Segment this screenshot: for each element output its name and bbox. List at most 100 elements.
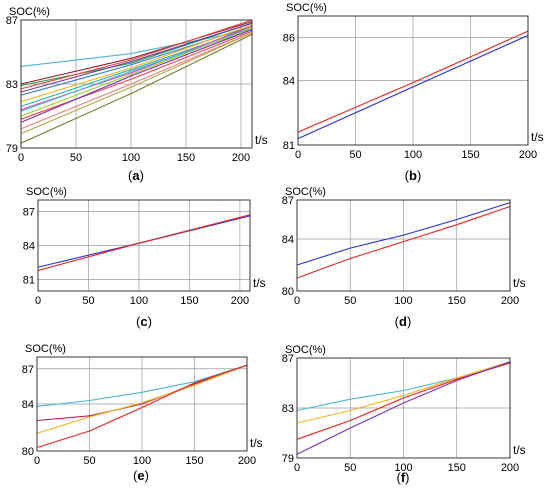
- x-axis-label: t/s: [255, 133, 268, 147]
- plot-frame: [37, 199, 251, 292]
- y-tick-label: 80: [22, 446, 34, 458]
- x-tick-label: 100: [404, 149, 422, 161]
- series-line: [20, 24, 253, 103]
- y-tick-label: 81: [283, 140, 295, 152]
- y-tick-label: 84: [23, 241, 35, 253]
- x-tick-label: 50: [70, 152, 82, 164]
- y-tick-label: 79: [282, 453, 294, 465]
- x-tick-label: 50: [344, 295, 356, 307]
- x-tick-label: 150: [448, 462, 466, 474]
- x-tick-label: 200: [231, 295, 249, 307]
- panel-caption: (d): [395, 314, 412, 329]
- y-tick-label: 83: [282, 403, 294, 415]
- chart-panel-b: 0 50 100 150 200 81 84 86 SOC(%) t/s (b): [283, 2, 544, 183]
- series-line: [20, 27, 253, 117]
- y-tick-label: 84: [22, 399, 34, 411]
- x-tick-label: 200: [501, 295, 519, 307]
- x-tick-label: 150: [185, 455, 203, 467]
- chart-panel-e: 0 50 100 150 200 80 84 87 SOC(%) t/s (e): [22, 343, 263, 483]
- series-line: [297, 34, 529, 140]
- x-tick-label: 0: [18, 152, 24, 164]
- y-axis-label: SOC(%): [25, 343, 66, 355]
- plot-frame: [297, 15, 529, 146]
- y-tick-label: 84: [283, 76, 295, 88]
- x-tick-label: 150: [448, 295, 466, 307]
- x-axis-label: t/s: [513, 276, 526, 290]
- series-line: [36, 364, 248, 407]
- y-tick-label: 87: [6, 15, 18, 27]
- x-axis-label: t/s: [250, 436, 263, 450]
- x-tick-label: 0: [35, 295, 41, 307]
- panel-caption: (b): [405, 168, 422, 183]
- x-tick-label: 50: [83, 455, 95, 467]
- plot-frame: [296, 357, 511, 459]
- y-axis-label: SOC(%): [26, 186, 67, 198]
- series-line: [296, 205, 511, 279]
- y-tick-label: 83: [6, 79, 18, 91]
- chart-panel-c: 0 50 100 150 200 81 84 87 SOC(%) t/s (c): [23, 186, 266, 329]
- plot-frame: [36, 356, 248, 452]
- y-tick-label: 87: [282, 353, 294, 365]
- panel-caption: (a): [128, 168, 144, 183]
- series-line: [296, 361, 511, 455]
- x-tick-label: 200: [238, 455, 256, 467]
- panel-caption: (c): [136, 314, 152, 329]
- series-line: [20, 30, 253, 120]
- series-line: [20, 22, 253, 93]
- x-axis-label: t/s: [253, 276, 266, 290]
- x-tick-label: 200: [232, 152, 250, 164]
- series-line: [20, 32, 253, 135]
- y-tick-label: 80: [282, 286, 294, 298]
- x-tick-label: 200: [501, 462, 519, 474]
- panel-caption: (e): [133, 468, 149, 483]
- series-line: [20, 29, 253, 67]
- y-tick-label: 79: [6, 143, 18, 155]
- y-axis-label: SOC(%): [285, 186, 326, 198]
- y-axis-label: SOC(%): [285, 344, 326, 356]
- x-tick-label: 50: [82, 295, 94, 307]
- panel-caption: (f): [396, 470, 409, 485]
- x-axis-label: t/s: [531, 130, 544, 144]
- y-axis-label: SOC(%): [9, 6, 50, 18]
- series-line: [296, 202, 511, 266]
- series-line: [296, 361, 511, 424]
- x-tick-label: 100: [122, 152, 140, 164]
- x-tick-label: 0: [34, 455, 40, 467]
- plot-frame: [296, 199, 511, 292]
- series-line: [20, 33, 253, 144]
- x-tick-label: 150: [177, 152, 195, 164]
- x-tick-label: 0: [294, 462, 300, 474]
- x-tick-label: 0: [294, 295, 300, 307]
- series-line: [20, 32, 253, 130]
- series-line: [297, 30, 529, 133]
- series-line: [20, 29, 253, 123]
- x-tick-label: 150: [461, 149, 479, 161]
- y-tick-label: 86: [283, 33, 295, 45]
- x-tick-label: 100: [394, 462, 412, 474]
- y-axis-label: SOC(%): [286, 2, 327, 14]
- y-tick-label: 87: [23, 206, 35, 218]
- x-tick-label: 100: [130, 295, 148, 307]
- x-tick-label: 0: [295, 149, 301, 161]
- series-line: [36, 364, 248, 449]
- series-line: [36, 364, 248, 434]
- series-line: [20, 19, 253, 90]
- x-tick-label: 50: [349, 149, 361, 161]
- y-tick-label: 81: [23, 275, 35, 287]
- x-tick-label: 100: [394, 295, 412, 307]
- x-tick-label: 200: [519, 149, 537, 161]
- x-tick-label: 100: [133, 455, 151, 467]
- plot-frame: [20, 19, 253, 149]
- y-tick-label: 87: [22, 364, 34, 376]
- x-tick-label: 50: [344, 462, 356, 474]
- series-line: [36, 364, 248, 422]
- y-tick-label: 84: [282, 234, 294, 246]
- y-tick-label: 87: [282, 195, 294, 207]
- x-tick-label: 150: [180, 295, 198, 307]
- series-line: [37, 214, 251, 272]
- x-axis-label: t/s: [513, 443, 526, 457]
